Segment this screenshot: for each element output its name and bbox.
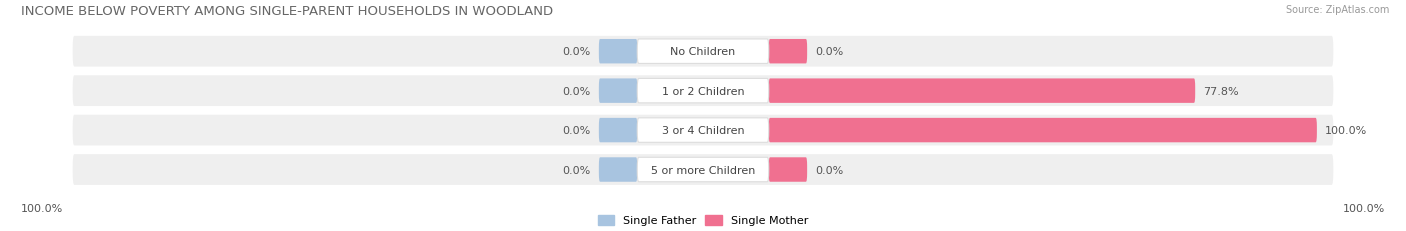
Text: 3 or 4 Children: 3 or 4 Children [662, 125, 744, 136]
Text: 100.0%: 100.0% [1324, 125, 1368, 136]
FancyBboxPatch shape [637, 118, 769, 143]
FancyBboxPatch shape [769, 158, 807, 182]
Text: 0.0%: 0.0% [815, 165, 844, 175]
FancyBboxPatch shape [73, 37, 1333, 67]
FancyBboxPatch shape [73, 155, 1333, 185]
Text: 0.0%: 0.0% [562, 125, 591, 136]
Text: 0.0%: 0.0% [562, 165, 591, 175]
Text: 0.0%: 0.0% [562, 86, 591, 96]
FancyBboxPatch shape [769, 79, 1195, 103]
FancyBboxPatch shape [73, 76, 1333, 106]
Text: 1 or 2 Children: 1 or 2 Children [662, 86, 744, 96]
Text: Source: ZipAtlas.com: Source: ZipAtlas.com [1285, 5, 1389, 15]
FancyBboxPatch shape [73, 115, 1333, 146]
Text: 5 or more Children: 5 or more Children [651, 165, 755, 175]
Text: 0.0%: 0.0% [562, 47, 591, 57]
FancyBboxPatch shape [599, 158, 637, 182]
Text: 0.0%: 0.0% [815, 47, 844, 57]
Text: 100.0%: 100.0% [1343, 203, 1385, 213]
FancyBboxPatch shape [599, 40, 637, 64]
Text: INCOME BELOW POVERTY AMONG SINGLE-PARENT HOUSEHOLDS IN WOODLAND: INCOME BELOW POVERTY AMONG SINGLE-PARENT… [21, 5, 553, 18]
Text: No Children: No Children [671, 47, 735, 57]
FancyBboxPatch shape [637, 158, 769, 182]
FancyBboxPatch shape [769, 40, 807, 64]
FancyBboxPatch shape [769, 118, 1317, 143]
Text: 100.0%: 100.0% [21, 203, 63, 213]
FancyBboxPatch shape [637, 40, 769, 64]
FancyBboxPatch shape [637, 79, 769, 103]
FancyBboxPatch shape [599, 118, 637, 143]
Legend: Single Father, Single Mother: Single Father, Single Mother [598, 215, 808, 225]
Text: 77.8%: 77.8% [1204, 86, 1239, 96]
FancyBboxPatch shape [599, 79, 637, 103]
